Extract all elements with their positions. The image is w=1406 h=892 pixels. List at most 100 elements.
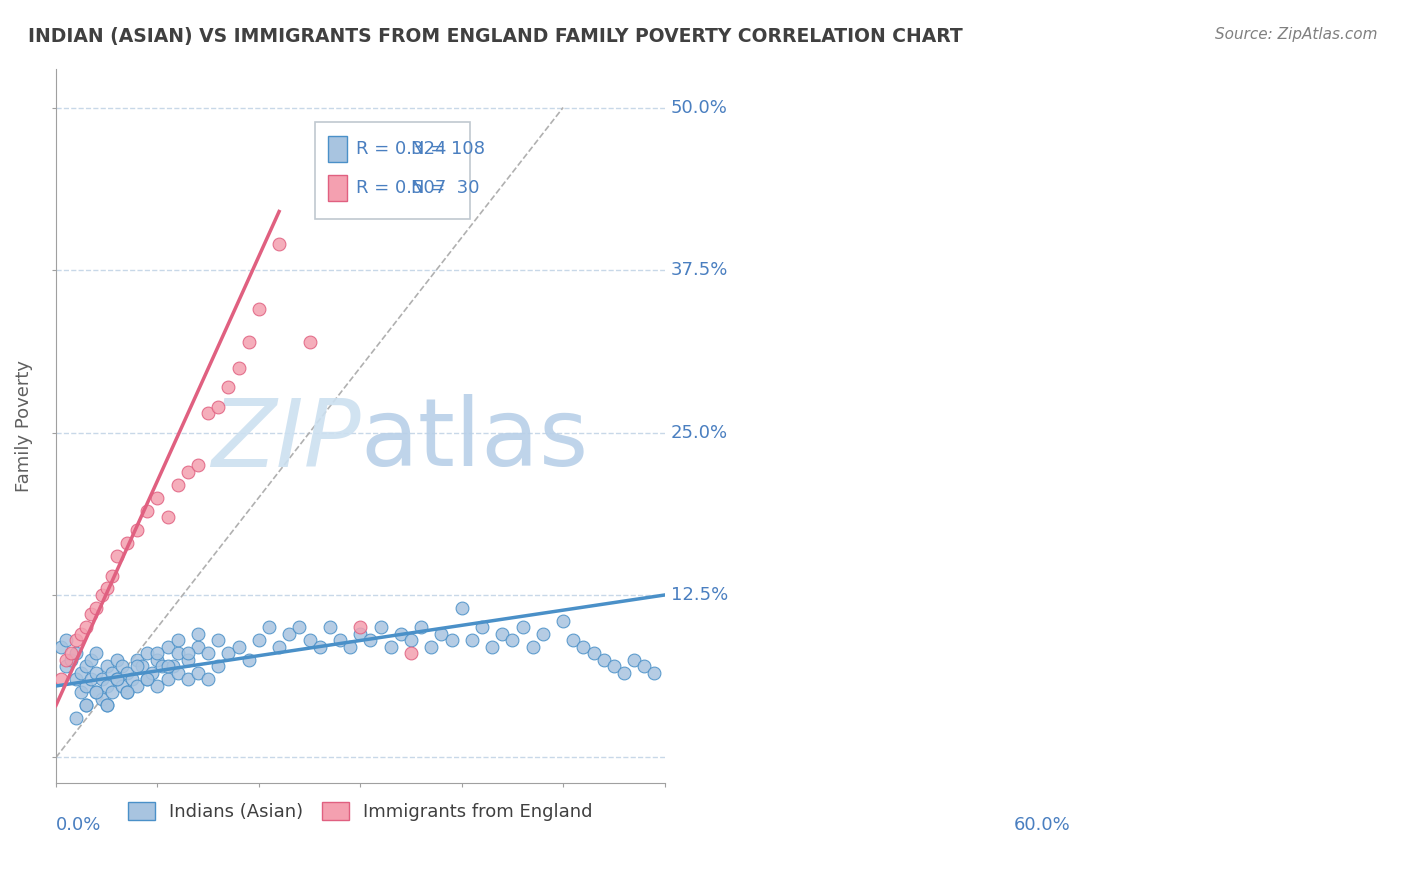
Point	[105, 673, 128, 687]
Point	[349, 627, 371, 641]
Point	[298, 334, 321, 349]
Point	[553, 614, 575, 628]
Point	[339, 640, 361, 654]
Point	[450, 601, 472, 615]
Point	[471, 620, 494, 634]
Point	[125, 679, 148, 693]
Point	[197, 406, 219, 420]
Point	[217, 380, 239, 394]
Point	[298, 633, 321, 648]
Point	[247, 301, 270, 316]
Point	[623, 653, 645, 667]
Point	[111, 659, 134, 673]
Point	[420, 640, 443, 654]
Point	[96, 698, 118, 713]
Point	[162, 659, 184, 673]
Point	[156, 673, 179, 687]
Point	[217, 647, 239, 661]
Point	[125, 659, 148, 673]
Point	[572, 640, 595, 654]
Text: R = 0.324: R = 0.324	[356, 140, 447, 158]
Point	[86, 685, 108, 699]
Point	[125, 653, 148, 667]
Point	[288, 620, 311, 634]
Point	[86, 685, 108, 699]
Point	[399, 633, 422, 648]
Text: 50.0%: 50.0%	[671, 98, 727, 117]
Point	[491, 627, 513, 641]
Point	[141, 665, 163, 680]
Legend: Indians (Asian), Immigrants from England: Indians (Asian), Immigrants from England	[121, 794, 600, 828]
Point	[238, 653, 260, 667]
Point	[55, 633, 77, 648]
Text: INDIAN (ASIAN) VS IMMIGRANTS FROM ENGLAND FAMILY POVERTY CORRELATION CHART: INDIAN (ASIAN) VS IMMIGRANTS FROM ENGLAN…	[28, 27, 963, 45]
Point	[96, 582, 118, 596]
Point	[90, 588, 112, 602]
Point	[90, 673, 112, 687]
Point	[187, 640, 209, 654]
Point	[90, 692, 112, 706]
Point	[75, 698, 97, 713]
Point	[65, 647, 87, 661]
Text: 60.0%: 60.0%	[1014, 815, 1070, 834]
Point	[100, 685, 122, 699]
Text: atlas: atlas	[360, 394, 589, 486]
Point	[111, 679, 134, 693]
Text: N = 108: N = 108	[411, 140, 485, 158]
Point	[319, 620, 342, 634]
Point	[86, 647, 108, 661]
Text: 0.0%: 0.0%	[56, 815, 101, 834]
Point	[60, 653, 83, 667]
Point	[115, 665, 138, 680]
Point	[96, 659, 118, 673]
Point	[633, 659, 655, 673]
Point	[267, 640, 290, 654]
Point	[197, 673, 219, 687]
Point	[55, 659, 77, 673]
Point	[65, 633, 87, 648]
Point	[121, 673, 143, 687]
Point	[100, 568, 122, 582]
Point	[75, 659, 97, 673]
Point	[228, 640, 250, 654]
Point	[411, 620, 433, 634]
Point	[267, 237, 290, 252]
Point	[349, 620, 371, 634]
Point	[177, 465, 200, 479]
Point	[70, 627, 93, 641]
Point	[166, 647, 188, 661]
Text: R = 0.507: R = 0.507	[356, 179, 446, 197]
Point	[100, 665, 122, 680]
Point	[166, 665, 188, 680]
Point	[613, 665, 636, 680]
Point	[80, 653, 103, 667]
Point	[146, 647, 169, 661]
Point	[166, 633, 188, 648]
Point	[643, 665, 665, 680]
Point	[115, 536, 138, 550]
Point	[207, 400, 229, 414]
Point	[105, 653, 128, 667]
Point	[96, 679, 118, 693]
Point	[105, 673, 128, 687]
Point	[65, 673, 87, 687]
Point	[177, 673, 200, 687]
Point	[481, 640, 503, 654]
Point	[49, 673, 72, 687]
Point	[136, 503, 159, 517]
Point	[238, 334, 260, 349]
Point	[70, 685, 93, 699]
Point	[156, 659, 179, 673]
Point	[278, 627, 301, 641]
Point	[166, 477, 188, 491]
Point	[86, 601, 108, 615]
Point	[146, 653, 169, 667]
Point	[187, 627, 209, 641]
Point	[531, 627, 554, 641]
Point	[592, 653, 614, 667]
Point	[136, 673, 159, 687]
Point	[96, 698, 118, 713]
Point	[380, 640, 402, 654]
Point	[146, 679, 169, 693]
Point	[86, 665, 108, 680]
